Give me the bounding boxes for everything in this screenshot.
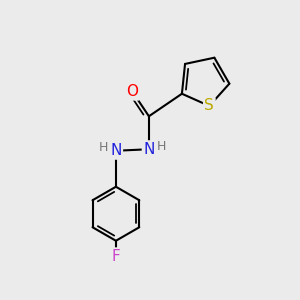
Text: N: N bbox=[143, 142, 154, 157]
Text: S: S bbox=[204, 98, 214, 113]
Text: H: H bbox=[99, 141, 108, 154]
Text: O: O bbox=[126, 84, 138, 99]
Text: H: H bbox=[157, 140, 166, 153]
Text: N: N bbox=[110, 143, 122, 158]
Text: F: F bbox=[112, 249, 120, 264]
